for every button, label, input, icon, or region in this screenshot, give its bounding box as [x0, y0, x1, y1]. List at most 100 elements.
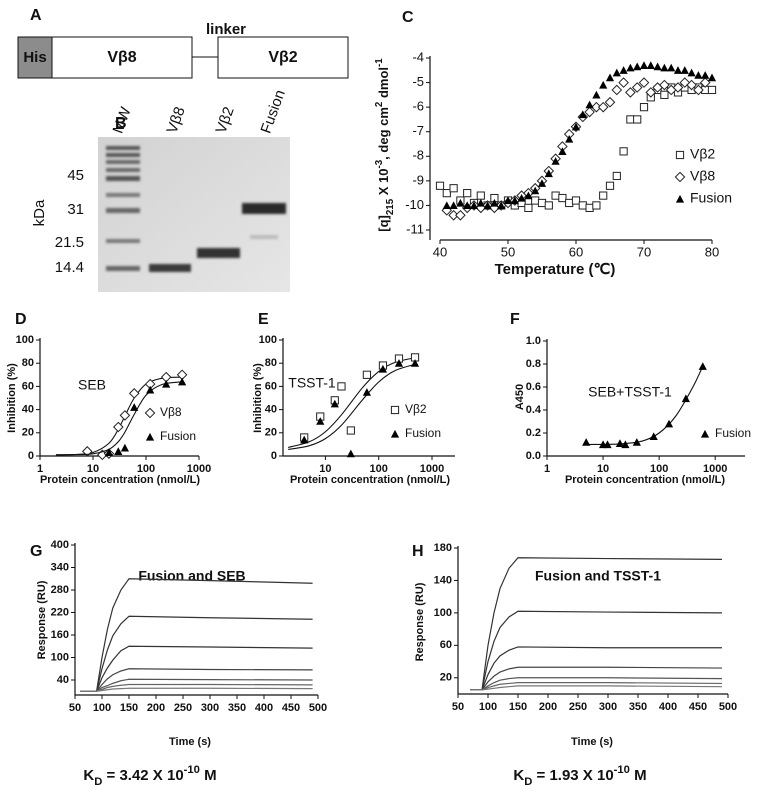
data-point [544, 169, 553, 178]
x-tick-label: 70 [637, 244, 651, 259]
x-tick-label: 1000 [703, 463, 727, 475]
x-tick-label: 1 [544, 463, 550, 475]
x-tick-label: 10 [597, 463, 609, 475]
legend-label: Vβ8 [160, 405, 182, 419]
data-point [435, 181, 445, 190]
y-tick-label: 0.2 [526, 427, 541, 439]
annotation: SEB [78, 377, 106, 393]
data-point [104, 448, 114, 457]
y-tick-label: 100 [51, 651, 69, 663]
text-part: -10 [184, 764, 200, 776]
data-point [114, 447, 123, 455]
text-part: -1 [374, 58, 385, 67]
legend-label: Vβ8 [690, 168, 715, 184]
sensorgram [80, 645, 313, 692]
data-point [394, 359, 404, 367]
data-point [599, 80, 608, 89]
data-point [469, 201, 479, 210]
y-axis-label: Inhibition (%) [252, 363, 264, 433]
text-part: D [524, 776, 532, 788]
panel-label: H [412, 543, 424, 560]
data-point [531, 186, 540, 195]
data-point [537, 198, 547, 208]
data-point [442, 189, 451, 198]
gel-bands [106, 146, 286, 272]
data-point [565, 134, 574, 143]
fit-curve [288, 363, 417, 451]
data-point [128, 388, 140, 399]
data-point [146, 385, 155, 394]
y-axis-label: A450 [514, 384, 526, 410]
legend-label: Fusion [690, 190, 732, 206]
y-tick-label: 0.0 [526, 450, 541, 462]
data-point [524, 191, 533, 200]
y-tick-label: 400 [51, 539, 69, 551]
y-tick-label: -6 [412, 99, 424, 114]
text-part: = 3.42 X 10 [102, 767, 183, 784]
y-tick-label: 0.6 [526, 381, 541, 393]
text-part: 215 [385, 198, 396, 215]
domain-label: His [23, 49, 46, 66]
data-point [162, 379, 171, 388]
data-point [456, 198, 465, 207]
panel-label: F [510, 311, 520, 328]
x-axis-label: Protein concentration (nmol/L) [290, 474, 450, 486]
data-point [605, 181, 615, 190]
legend-marker [144, 407, 156, 419]
x-tick-label: 100 [479, 701, 497, 713]
y-tick-label: 60 [440, 639, 452, 651]
domain-box [217, 36, 349, 79]
data-point [463, 189, 472, 198]
data-point [490, 198, 499, 207]
data-point [667, 63, 676, 72]
data-point [442, 201, 451, 210]
x-tick-label: 100 [93, 702, 111, 714]
data-point [680, 66, 689, 74]
x-axis-label: Time (s) [169, 736, 211, 748]
data-point [565, 198, 574, 208]
data-point [597, 101, 609, 113]
x-tick-label: 80 [705, 244, 719, 259]
x-tick-label: 60 [569, 244, 583, 259]
data-point [346, 426, 355, 435]
data-point [645, 87, 657, 98]
x-tick-label: 400 [659, 701, 677, 713]
data-point [618, 77, 629, 88]
data-point [672, 82, 684, 93]
x-tick-label: 50 [501, 244, 515, 259]
data-point [626, 115, 635, 124]
data-point [524, 203, 533, 212]
sensorgram [470, 557, 723, 691]
legend-label: Fusion [715, 426, 751, 440]
y-tick-label: -9 [412, 172, 424, 187]
data-point [300, 435, 309, 444]
data-point [410, 359, 420, 367]
lane-label: MW [110, 104, 135, 136]
kd-label: KD = 3.42 X 10-10 M [83, 764, 216, 788]
data-point [611, 84, 623, 96]
legend-marker [145, 432, 155, 441]
x-tick-label: 400 [255, 702, 273, 714]
data-point [659, 79, 670, 91]
data-point [621, 440, 630, 449]
y-tick-label: 160 [51, 629, 69, 641]
data-point [378, 364, 388, 373]
data-point [660, 63, 669, 72]
y-tick-label: -7 [412, 123, 424, 138]
x-tick-label: 150 [509, 701, 527, 713]
data-point [686, 79, 697, 91]
x-tick-label: 200 [539, 701, 557, 713]
panel-label: B [115, 115, 127, 132]
data-point [120, 443, 130, 452]
legend-marker [675, 194, 685, 203]
y-tick-label: 100 [434, 607, 452, 619]
y-tick-label: 40 [22, 404, 34, 416]
marker-label: 31 [67, 201, 84, 218]
x-tick-label: 250 [174, 702, 192, 714]
data-point [585, 203, 594, 212]
x-axis-label: Temperature (℃) [495, 261, 616, 278]
text-part: D [94, 776, 102, 788]
y-tick-label: 280 [51, 584, 69, 596]
data-point [603, 440, 612, 449]
y-tick-label: 20 [265, 427, 277, 439]
